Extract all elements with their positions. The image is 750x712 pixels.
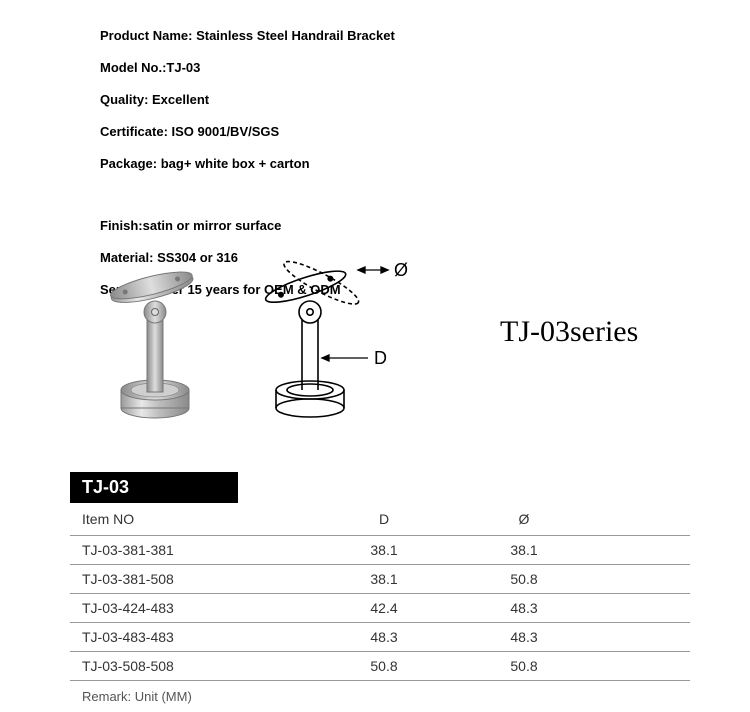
col-header-phi: Ø xyxy=(450,503,590,536)
spec-table-wrap: TJ-03 Item NO D Ø TJ-03-381-38138.138.1T… xyxy=(70,472,690,704)
table-row: TJ-03-483-48348.348.3 xyxy=(70,623,690,652)
spec-table: Item NO D Ø TJ-03-381-38138.138.1TJ-03-3… xyxy=(70,503,690,681)
spec-line: Quality: Excellent xyxy=(100,92,440,107)
spec-line: Product Name: Stainless Steel Handrail B… xyxy=(100,28,440,43)
cell-item: TJ-03-424-483 xyxy=(70,594,310,623)
cell-d: 38.1 xyxy=(310,536,450,565)
d-label: D xyxy=(374,348,387,368)
table-row: TJ-03-381-38138.138.1 xyxy=(70,536,690,565)
cell-d: 38.1 xyxy=(310,565,450,594)
phi-label: Ø xyxy=(394,260,408,280)
illustration-row: Ø D TJ-03series xyxy=(60,230,710,440)
cell-phi: 48.3 xyxy=(450,623,590,652)
cell-item: TJ-03-508-508 xyxy=(70,652,310,681)
table-body: TJ-03-381-38138.138.1TJ-03-381-50838.150… xyxy=(70,536,690,681)
cell-phi: 38.1 xyxy=(450,536,590,565)
col-header-item: Item NO xyxy=(70,503,310,536)
cell-phi: 50.8 xyxy=(450,565,590,594)
cell-phi: 48.3 xyxy=(450,594,590,623)
dimension-diagram-icon: Ø D xyxy=(250,240,430,440)
cell-phi: 50.8 xyxy=(450,652,590,681)
spec-line: Certificate: ISO 9001/BV/SGS xyxy=(100,124,440,139)
col-header-d: D xyxy=(310,503,450,536)
table-title: TJ-03 xyxy=(70,472,238,503)
table-row: TJ-03-424-48342.448.3 xyxy=(70,594,690,623)
cell-item: TJ-03-381-508 xyxy=(70,565,310,594)
cell-item: TJ-03-381-381 xyxy=(70,536,310,565)
product-photo-icon xyxy=(100,250,220,430)
cell-d: 50.8 xyxy=(310,652,450,681)
specs-left-col: Product Name: Stainless Steel Handrail B… xyxy=(100,28,440,188)
spec-line: Model No.:TJ-03 xyxy=(100,60,440,75)
cell-d: 48.3 xyxy=(310,623,450,652)
table-remark: Remark: Unit (MM) xyxy=(70,681,690,704)
cell-d: 42.4 xyxy=(310,594,450,623)
cell-item: TJ-03-483-483 xyxy=(70,623,310,652)
table-row: TJ-03-381-50838.150.8 xyxy=(70,565,690,594)
series-title: TJ-03series xyxy=(500,315,638,349)
table-row: TJ-03-508-50850.850.8 xyxy=(70,652,690,681)
table-header-row: Item NO D Ø xyxy=(70,503,690,536)
spec-line: Package: bag+ white box + carton xyxy=(100,156,440,171)
